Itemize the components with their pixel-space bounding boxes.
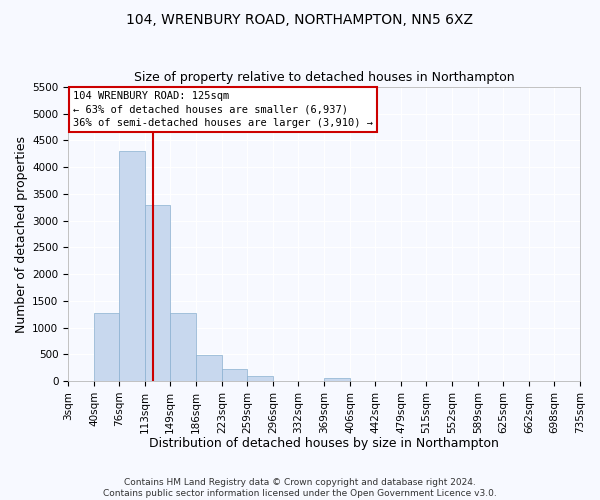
X-axis label: Distribution of detached houses by size in Northampton: Distribution of detached houses by size … [149, 437, 499, 450]
Bar [145, 204, 170, 381]
Bar [119, 151, 145, 381]
Bar [196, 356, 222, 381]
Text: 104 WRENBURY ROAD: 125sqm
← 63% of detached houses are smaller (6,937)
36% of se: 104 WRENBURY ROAD: 125sqm ← 63% of detac… [73, 92, 373, 128]
Y-axis label: Number of detached properties: Number of detached properties [15, 136, 28, 332]
Bar [222, 368, 247, 381]
Text: 104, WRENBURY ROAD, NORTHAMPTON, NN5 6XZ: 104, WRENBURY ROAD, NORTHAMPTON, NN5 6XZ [127, 12, 473, 26]
Bar [247, 376, 273, 381]
Title: Size of property relative to detached houses in Northampton: Size of property relative to detached ho… [134, 72, 514, 85]
Text: Contains HM Land Registry data © Crown copyright and database right 2024.
Contai: Contains HM Land Registry data © Crown c… [103, 478, 497, 498]
Bar [94, 313, 119, 381]
Bar [170, 313, 196, 381]
Bar [324, 378, 350, 381]
